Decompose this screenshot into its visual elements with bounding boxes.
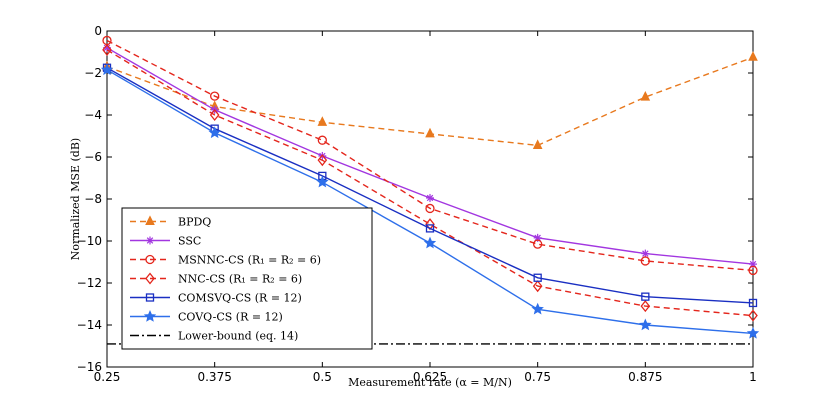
marker-diamond	[425, 218, 435, 231]
marker-triangle	[748, 51, 758, 61]
x-tick-label: 0.875	[628, 370, 662, 384]
x-tick-label: 0.25	[94, 370, 121, 384]
x-tick-label: 0.625	[413, 370, 447, 384]
marker-diamond	[145, 272, 155, 285]
marker-star	[531, 302, 544, 315]
marker-asterisk	[146, 236, 154, 245]
asterisk-stroke	[103, 44, 111, 52]
marker-circle	[425, 203, 435, 214]
marker-diamond	[317, 154, 328, 167]
marker-circle	[210, 91, 220, 101]
series-nnc-cs-r-r-6	[102, 43, 758, 322]
marker-square	[748, 298, 758, 308]
asterisk-stroke	[146, 237, 154, 244]
series-covq-cs-r-12	[100, 63, 760, 339]
marker-triangle	[640, 91, 651, 101]
legend-label: COVQ-CS (R = 12)	[178, 311, 283, 324]
marker-triangle	[532, 139, 543, 149]
marker-square	[533, 273, 542, 282]
marker-triangle	[145, 215, 155, 225]
legend-label: MSNNC-CS (R₁ = R₂ = 6)	[178, 254, 321, 267]
y-tick-label: −6	[84, 150, 102, 164]
y-axis-label: Normalized MSE (dB)	[69, 138, 82, 260]
marker-triangle	[317, 116, 328, 126]
legend-label: COMSVQ-CS (R = 12)	[178, 292, 302, 305]
series-line	[106, 39, 754, 272]
y-tick-label: −14	[77, 318, 102, 332]
y-tick-label: −10	[77, 234, 102, 248]
marker-star	[423, 236, 437, 249]
legend-label: Lower-bound (eq. 14)	[178, 330, 298, 343]
y-tick-label: −12	[77, 276, 102, 290]
axis-ticks: 0.25 0.375 0.5 0.625 0.75 0.875 1 0 −2 −4 −6 −8 −10 −…	[77, 24, 757, 384]
marker-star	[639, 318, 652, 331]
marker-circle	[748, 265, 758, 276]
marker-diamond	[748, 309, 758, 322]
y-tick-label: −16	[77, 360, 102, 374]
marker-diamond	[209, 108, 220, 122]
x-tick-label: 0.75	[524, 370, 551, 384]
marker-diamond	[532, 280, 543, 293]
y-tick-label: −8	[84, 192, 102, 206]
y-tick-label: −2	[84, 66, 102, 80]
legend: BPDQ SSC MSNNC-CS (R₁ = R₂ = 6) NNC-CS (R₁ …	[121, 207, 373, 350]
marker-star	[208, 126, 221, 139]
marker-star	[100, 63, 114, 76]
marker-circle	[640, 256, 650, 266]
marker-triangle	[425, 127, 435, 138]
marker-asterisk	[426, 193, 434, 202]
asterisk-stroke	[749, 260, 757, 268]
asterisk-stroke	[426, 194, 434, 202]
series-msnnc-cs-r-r-6	[102, 35, 758, 276]
legend-label: BPDQ	[178, 216, 211, 229]
marker-diamond	[640, 300, 651, 313]
marker-square	[425, 224, 435, 233]
series-line	[106, 49, 754, 317]
marker-square	[641, 292, 650, 301]
marker-square	[145, 293, 155, 302]
marker-star	[316, 175, 329, 188]
legend-label: SSC	[178, 235, 201, 248]
marker-star	[746, 326, 760, 339]
y-tick-label: −4	[84, 108, 102, 122]
marker-diamond	[102, 43, 112, 56]
marker-circle	[533, 239, 543, 249]
marker-star	[143, 309, 157, 322]
x-tick-label: 0.5	[313, 370, 332, 384]
marker-circle	[317, 135, 327, 145]
marker-asterisk	[533, 233, 542, 242]
asterisk-stroke	[642, 250, 649, 257]
x-axis-label: Measurement rate (α = M/N)	[348, 376, 512, 389]
marker-asterisk	[641, 249, 650, 258]
asterisk-stroke	[534, 234, 541, 242]
x-tick-label: 1	[749, 370, 757, 384]
marker-asterisk	[749, 260, 757, 269]
x-tick-label: 0.375	[197, 370, 231, 384]
legend-label: NNC-CS (R₁ = R₂ = 6)	[178, 273, 302, 286]
y-tick-label: 0	[94, 24, 102, 38]
marker-circle	[145, 254, 155, 265]
